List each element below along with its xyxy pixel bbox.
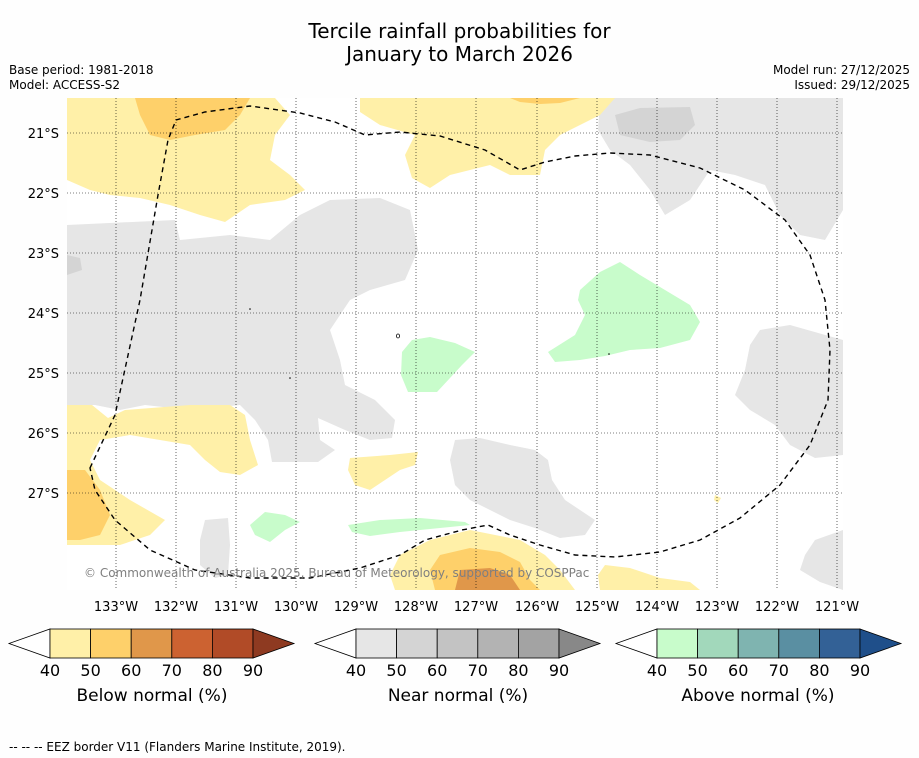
title-line-1: Tercile rainfall probabilities for xyxy=(308,19,611,43)
colorbar-label-near: Near normal (%) xyxy=(387,686,529,706)
copyright-notice: © Commonwealth of Australia 2025, Bureau… xyxy=(84,566,589,580)
below-normal-regions xyxy=(67,98,721,590)
lon-label: 132°W xyxy=(154,600,198,615)
colorbar-above-tick: 80 xyxy=(809,661,829,680)
colorbar-below-tick: 90 xyxy=(243,661,263,680)
island-markers xyxy=(249,308,610,379)
lat-label: 25°S xyxy=(28,367,59,382)
base-period: Base period: 1981-2018 xyxy=(9,63,154,77)
model-run: Model run: 27/12/2025 xyxy=(772,63,910,77)
colorbar-near-tick: 90 xyxy=(549,661,569,680)
lon-label: 122°W xyxy=(755,600,799,615)
lon-label: 133°W xyxy=(94,600,138,615)
lon-label: 124°W xyxy=(635,600,679,615)
lon-label: 131°W xyxy=(214,600,258,615)
colorbar-below-under-arrow xyxy=(7,628,51,659)
colorbar-above-tick: 50 xyxy=(687,661,707,680)
colorbar-above-segment xyxy=(778,628,820,659)
colorbar-near-segment xyxy=(518,628,560,659)
colorbar-below-tick: 80 xyxy=(202,661,222,680)
colorbar-near-under-arrow xyxy=(313,628,357,659)
colorbar-label-below: Below normal (%) xyxy=(76,686,228,706)
colorbar-below-over-arrow xyxy=(252,628,296,659)
colorbar-above-tick: 90 xyxy=(850,661,870,680)
colorbar-below-segment xyxy=(90,628,132,659)
colorbar-below-tick: 70 xyxy=(162,661,182,680)
colorbar-near-tick: 50 xyxy=(386,661,406,680)
colorbar-near-tick: 60 xyxy=(427,661,447,680)
above-normal-regions xyxy=(250,262,700,542)
lat-label: 22°S xyxy=(28,187,59,202)
colorbar-below-tick: 50 xyxy=(80,661,100,680)
colorbar-above-under-arrow xyxy=(614,628,658,659)
colorbar-above-tick: 70 xyxy=(769,661,789,680)
lon-label: 129°W xyxy=(334,600,378,615)
longitude-labels: 133°W 132°W 131°W 130°W 129°W 128°W 127°… xyxy=(94,600,859,615)
eez-border xyxy=(89,105,831,579)
colorbar-above-segment xyxy=(819,628,861,659)
colorbar-below-segment xyxy=(211,628,254,659)
colorbar-near-segment xyxy=(477,628,519,659)
latitude-labels: 21°S 22°S 23°S 24°S 25°S 26°S 27°S xyxy=(28,127,59,502)
colorbar-near-over-arrow xyxy=(558,628,602,659)
colorbar-below-segment xyxy=(171,628,213,659)
colorbar-near-tick: 70 xyxy=(468,661,488,680)
colorbar-above-over-arrow xyxy=(859,628,903,659)
lat-label: 27°S xyxy=(28,487,59,502)
lat-label: 21°S xyxy=(28,127,59,142)
lon-label: 121°W xyxy=(815,600,859,615)
colorbar-above-tick: 40 xyxy=(647,661,667,680)
near-normal-regions xyxy=(67,98,843,590)
lat-label: 23°S xyxy=(28,247,59,262)
lon-label: 126°W xyxy=(515,600,559,615)
colorbar-above-segment xyxy=(737,628,780,659)
lat-label: 26°S xyxy=(28,427,59,442)
lon-label: 123°W xyxy=(695,600,739,615)
colorbar-near-tick: 40 xyxy=(346,661,366,680)
colorbars: 40 50 60 70 80 90 40 50 60 70 80 90 40 50 60 70 80 90 xyxy=(7,628,903,680)
colorbar-below-segment xyxy=(130,628,173,659)
colorbar-below-tick: 40 xyxy=(40,661,60,680)
colorbar-above-tick: 60 xyxy=(728,661,748,680)
colorbar-near-segment xyxy=(355,628,397,659)
map-area: © Commonwealth of Australia 2025, Bureau… xyxy=(67,98,843,590)
lon-label: 130°W xyxy=(274,600,318,615)
eez-footnote: -- -- -- EEZ border V11 (Flanders Marine… xyxy=(9,740,346,754)
gridlines xyxy=(67,98,843,590)
lat-label: 24°S xyxy=(28,307,59,322)
lon-label: 125°W xyxy=(575,600,619,615)
colorbar-near-segment xyxy=(436,628,479,659)
colorbar-above-segment xyxy=(656,628,698,659)
title-line-2: January to March 2026 xyxy=(346,42,573,66)
lon-label: 127°W xyxy=(454,600,498,615)
lon-label: 128°W xyxy=(394,600,438,615)
model-name: Model: ACCESS-S2 xyxy=(9,78,121,92)
colorbar-label-above: Above normal (%) xyxy=(681,686,835,706)
colorbar-near-tick: 80 xyxy=(508,661,528,680)
colorbar-above-segment xyxy=(697,628,739,659)
colorbar-below-segment xyxy=(49,628,91,659)
issued-date: Issued: 29/12/2025 xyxy=(794,78,910,92)
colorbar-near-segment xyxy=(396,628,438,659)
colorbar-below-tick: 60 xyxy=(121,661,141,680)
